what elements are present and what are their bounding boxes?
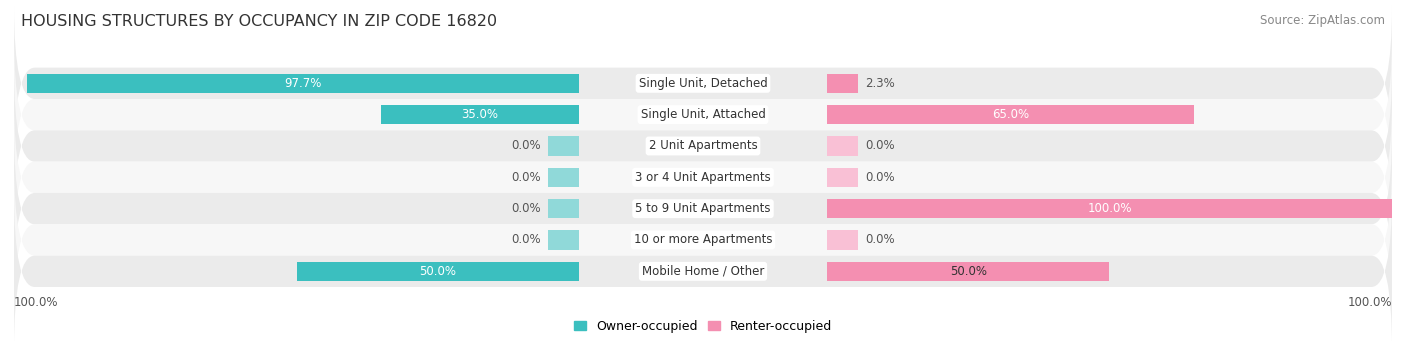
Text: 0.0%: 0.0% xyxy=(865,234,894,247)
Text: 0.0%: 0.0% xyxy=(865,139,894,152)
Text: HOUSING STRUCTURES BY OCCUPANCY IN ZIP CODE 16820: HOUSING STRUCTURES BY OCCUPANCY IN ZIP C… xyxy=(21,14,498,29)
Text: 50.0%: 50.0% xyxy=(419,265,457,278)
Bar xyxy=(548,230,579,250)
Text: 65.0%: 65.0% xyxy=(993,108,1029,121)
Text: 5 to 9 Unit Apartments: 5 to 9 Unit Apartments xyxy=(636,202,770,215)
Legend: Owner-occupied, Renter-occupied: Owner-occupied, Renter-occupied xyxy=(568,315,838,338)
Text: Source: ZipAtlas.com: Source: ZipAtlas.com xyxy=(1260,14,1385,27)
Bar xyxy=(827,136,858,156)
Bar xyxy=(297,262,579,281)
Bar xyxy=(827,74,858,93)
Text: Single Unit, Attached: Single Unit, Attached xyxy=(641,108,765,121)
FancyBboxPatch shape xyxy=(14,36,1392,193)
FancyBboxPatch shape xyxy=(14,162,1392,318)
Bar xyxy=(827,168,858,187)
Text: 0.0%: 0.0% xyxy=(512,234,541,247)
Text: 100.0%: 100.0% xyxy=(1087,202,1132,215)
Bar xyxy=(548,168,579,187)
Bar xyxy=(548,136,579,156)
Text: 50.0%: 50.0% xyxy=(949,265,987,278)
Text: 0.0%: 0.0% xyxy=(512,171,541,184)
FancyBboxPatch shape xyxy=(14,5,1392,162)
Text: 2 Unit Apartments: 2 Unit Apartments xyxy=(648,139,758,152)
Bar xyxy=(827,262,1109,281)
Text: 0.0%: 0.0% xyxy=(512,139,541,152)
FancyBboxPatch shape xyxy=(14,68,1392,224)
Bar xyxy=(27,74,579,93)
Bar xyxy=(827,230,858,250)
Bar xyxy=(827,105,1194,124)
Text: 0.0%: 0.0% xyxy=(865,171,894,184)
Text: 3 or 4 Unit Apartments: 3 or 4 Unit Apartments xyxy=(636,171,770,184)
Text: 100.0%: 100.0% xyxy=(1347,296,1392,309)
Bar xyxy=(381,105,579,124)
Text: 35.0%: 35.0% xyxy=(461,108,499,121)
Text: 0.0%: 0.0% xyxy=(512,202,541,215)
Text: Mobile Home / Other: Mobile Home / Other xyxy=(641,265,765,278)
Bar xyxy=(827,199,1392,218)
FancyBboxPatch shape xyxy=(14,130,1392,287)
Text: 100.0%: 100.0% xyxy=(14,296,59,309)
Text: Single Unit, Detached: Single Unit, Detached xyxy=(638,77,768,90)
FancyBboxPatch shape xyxy=(14,99,1392,256)
FancyBboxPatch shape xyxy=(14,193,1392,341)
Text: 97.7%: 97.7% xyxy=(284,77,322,90)
Text: 10 or more Apartments: 10 or more Apartments xyxy=(634,234,772,247)
Bar xyxy=(548,199,579,218)
Text: 2.3%: 2.3% xyxy=(865,77,894,90)
